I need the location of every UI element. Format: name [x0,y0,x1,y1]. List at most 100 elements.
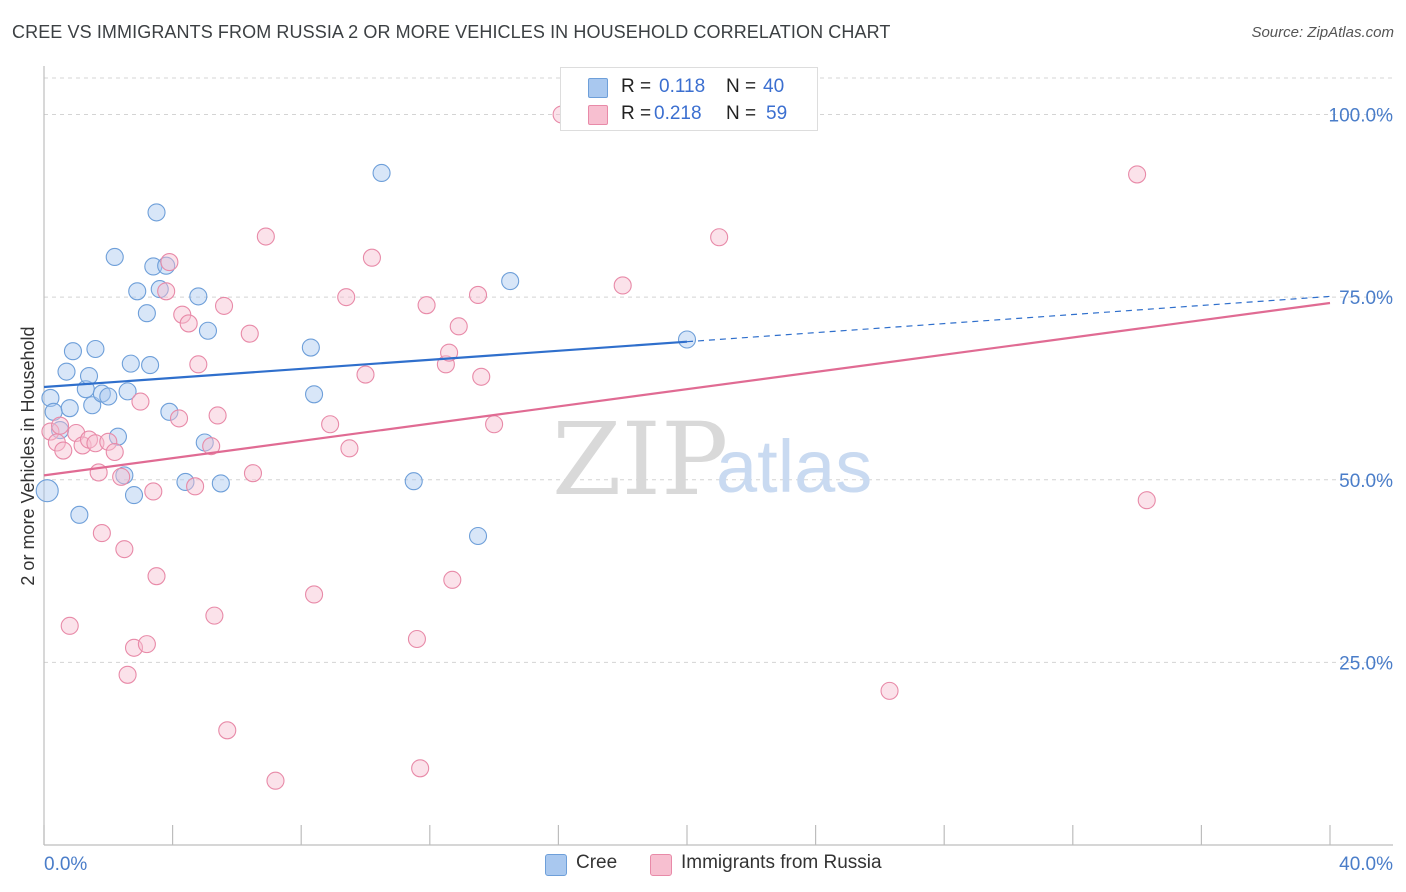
trend-line-series-1 [43,301,1331,477]
data-point [99,387,118,406]
data-point [70,505,89,524]
data-point [677,330,697,349]
data-point [205,606,224,625]
data-point [118,382,137,401]
gridlines [44,77,1393,663]
y-tick-label: 75.0% [1339,288,1393,309]
data-point [41,422,60,441]
data-point [157,282,176,301]
legend-n-label: N = [726,103,757,124]
data-point [131,392,150,411]
x-tick-label-max: 40.0% [1339,854,1393,875]
data-point [186,477,205,496]
data-point [501,272,520,291]
data-point [243,464,263,483]
legend-n-value-cree: 40 [763,76,785,97]
data-point [411,759,430,778]
data-point [337,288,356,307]
data-point [144,482,163,501]
data-point [407,629,426,649]
data-points [35,105,1156,790]
data-point [208,406,227,425]
data-point [485,415,504,434]
data-point [436,355,455,374]
legend-n-value-russia: 59 [766,103,788,124]
data-point [472,367,491,386]
data-point [160,253,179,272]
data-point [256,227,275,246]
x-tick-label-min: 0.0% [44,854,87,875]
data-point [137,304,156,323]
data-point [147,567,166,586]
data-point [340,439,359,458]
stats-legend: R = 0.118 N = 40 R = 0.218 N = 59 [560,67,818,131]
data-point [160,402,179,421]
data-point [179,314,198,333]
y-tick-labels: 100.0% 75.0% 50.0% 25.0% [1329,106,1394,675]
data-point [189,355,208,374]
y-tick-label: 50.0% [1339,471,1393,492]
data-point [115,466,134,485]
legend-r-value-cree: 0.118 [659,76,706,97]
trend-lines [43,295,1331,477]
data-point [124,486,144,505]
data-point [1128,165,1147,184]
data-point [362,248,381,267]
series-1-points [41,105,1156,790]
data-point [321,415,340,434]
data-point [240,324,259,343]
data-point [60,399,79,418]
source-credit: Source: ZipAtlas.com [1251,24,1394,41]
legend-label-russia: Immigrants from Russia [681,852,882,873]
data-point [105,247,124,267]
axes [43,66,1393,846]
watermark-zip: ZIP [552,401,728,518]
data-point [176,472,195,492]
data-point [99,432,118,451]
trend-line-series-0 [43,340,688,389]
data-point [141,356,160,375]
data-point [214,296,234,315]
data-point [198,321,218,340]
data-point [417,296,436,315]
data-point [880,681,899,700]
data-point [202,437,221,456]
legend-swatch-cree [545,854,567,876]
data-point [115,540,134,559]
data-point [86,339,105,359]
data-point [266,771,285,790]
data-point [449,317,468,336]
data-point [443,570,462,589]
legend-swatch-russia [650,854,672,876]
data-point [137,635,156,654]
data-point [121,354,140,373]
data-point [468,285,488,305]
data-point [63,342,82,361]
data-point [169,409,189,428]
data-point [1137,491,1156,510]
data-point [79,366,99,386]
data-point [356,365,375,384]
legend-swatch-cree [588,78,608,98]
legend-r-label: R = [621,103,652,124]
legend-n-label: N = [726,76,757,97]
legend-swatch-russia [588,105,608,125]
data-point [305,385,324,404]
data-point [372,163,391,183]
data-point [301,338,320,357]
data-point [147,203,166,222]
data-point [92,524,111,543]
data-point [211,474,230,493]
y-tick-label: 25.0% [1339,653,1393,674]
data-point [86,434,105,453]
data-point [128,282,147,301]
data-point [57,362,76,381]
data-point [54,441,73,460]
data-point [108,427,127,446]
data-point [218,721,237,740]
data-point [440,343,459,362]
y-tick-label: 100.0% [1329,106,1394,127]
watermark-atlas: atlas [716,425,872,508]
data-point [41,388,60,407]
data-point [112,467,131,486]
